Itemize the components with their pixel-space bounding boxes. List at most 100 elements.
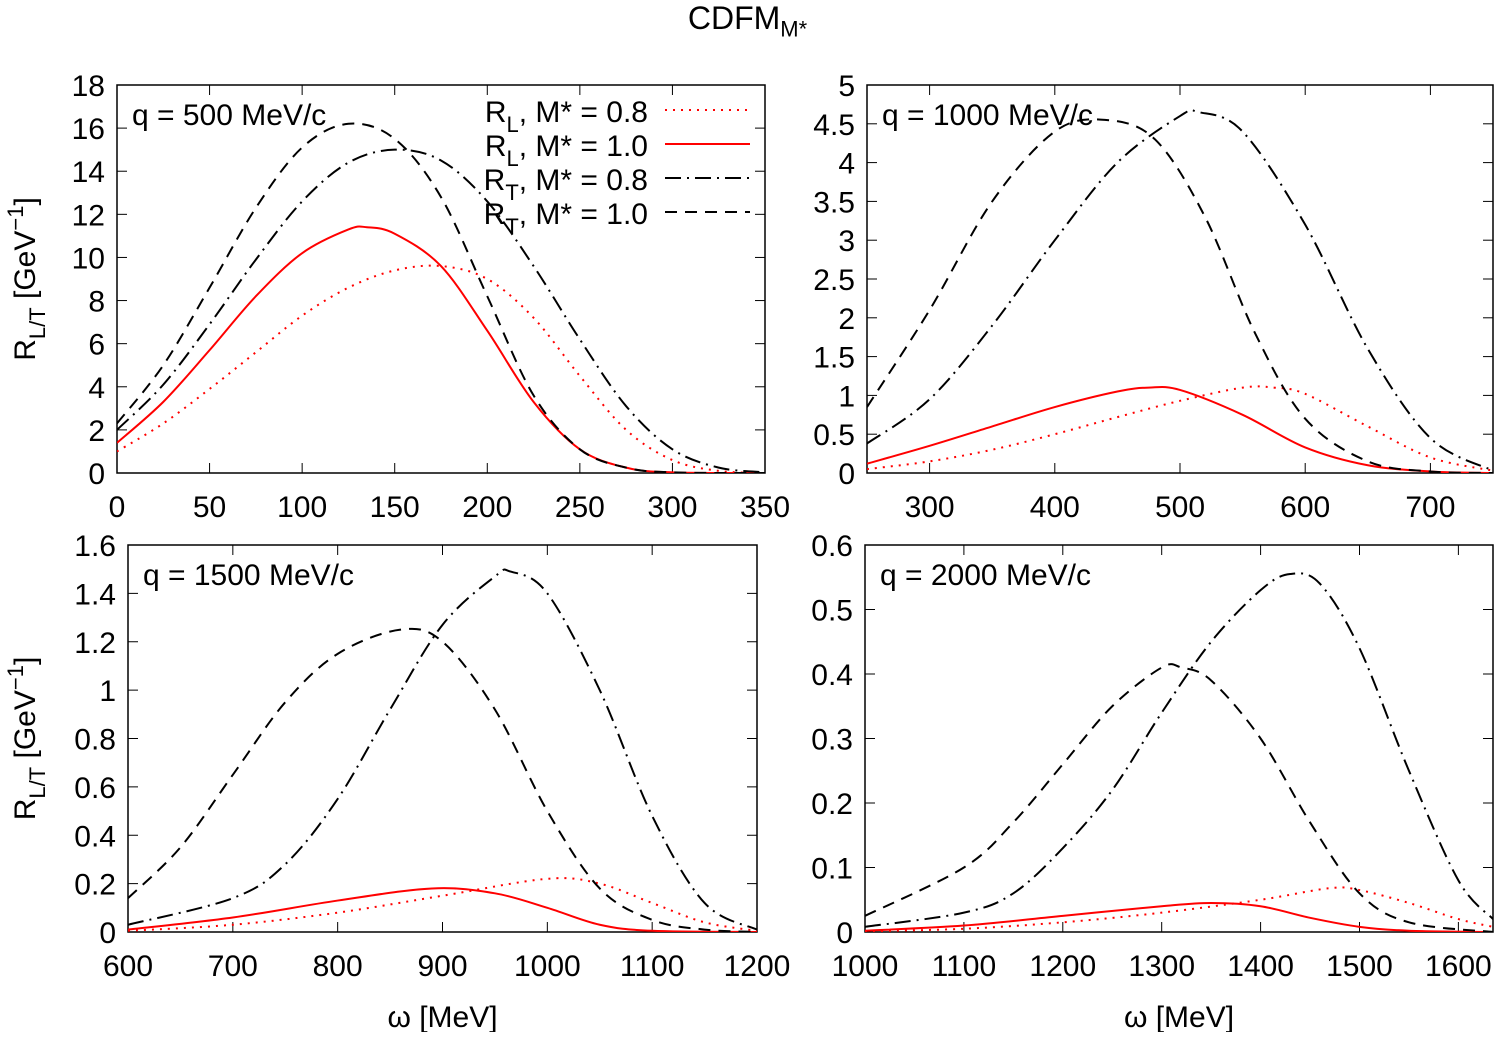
y-label-main: R [9, 339, 42, 361]
y-axis-label: RL/T [GeV−1] [3, 197, 50, 361]
series-line-l-0-8 [867, 385, 1493, 472]
y-tick-label: 4 [88, 372, 105, 405]
series-line-t-0-8 [865, 572, 1493, 928]
y-label-main: R [9, 799, 42, 821]
y-tick-label: 18 [72, 70, 105, 103]
x-axis-label: ω [MeV] [387, 1001, 497, 1032]
x-tick-label: 300 [905, 491, 955, 524]
panel-2: 300 400 500 600 700 0 0.5 1 1.5 2 2.5 3 3.5 4 4.5 5 q = … [813, 70, 1494, 524]
x-tick-label: 1100 [932, 950, 997, 983]
y-tick-label: 2 [838, 303, 855, 336]
y-tick-label: 0.8 [74, 724, 116, 757]
y-tick-label: 0.1 [811, 853, 853, 886]
y-tick-label: 5 [838, 70, 855, 103]
series-line-t-1-0 [117, 122, 765, 473]
y-label-sub: L/T [25, 307, 50, 339]
x-tick-label: 150 [370, 491, 420, 524]
plot-frame [866, 84, 1494, 474]
panel-1: 0 50 100 150 200 250 300 350 0 2 4 6 8 10 12 14 16 18 q = … [3, 70, 790, 524]
x-tick-label: 400 [1030, 491, 1080, 524]
panel-4: 1000 1100 1200 1300 1400 1500 1600 0 0.1 0.2 0.3 0.… [811, 530, 1494, 1034]
x-axis-label: ω [MeV] [1124, 1001, 1234, 1032]
y-tick-label: 8 [88, 286, 105, 319]
y-tick-label: 0.5 [811, 595, 853, 628]
y-label-sub: L/T [25, 767, 50, 799]
panel-label: q = 1500 MeV/c [143, 559, 354, 592]
plot-frame [116, 84, 766, 474]
series-line-t-0-8 [128, 568, 757, 931]
x-tick-label: 1200 [1029, 950, 1096, 983]
x-tick-label: 200 [462, 491, 512, 524]
y-tick-label: 2 [88, 415, 105, 448]
y-tick-label: 0 [836, 917, 853, 950]
panel-label: q = 2000 MeV/c [880, 559, 1091, 592]
panel-label: q = 500 MeV/c [132, 99, 326, 132]
x-tick-label: 1000 [832, 950, 899, 983]
x-tick-label: 1300 [1128, 950, 1195, 983]
y-label-sup: −1 [3, 206, 28, 231]
y-tick-label: 0 [88, 458, 105, 491]
x-tick-label: 300 [647, 491, 697, 524]
plot-frame [864, 544, 1494, 933]
y-label-unit: [GeV [9, 231, 42, 308]
x-tick-label: 500 [1155, 491, 1205, 524]
panel-label: q = 1000 MeV/c [882, 99, 1093, 132]
x-tick-label: 50 [193, 491, 226, 524]
title-subscript: M* [780, 16, 808, 42]
x-tick-label: 600 [103, 950, 153, 983]
series-line-t-1-0 [865, 663, 1493, 932]
x-tick-label: 1600 [1425, 950, 1492, 983]
series-line-l-0-8 [865, 886, 1493, 932]
y-tick-label: 1.5 [813, 342, 855, 375]
y-tick-label: 0.6 [74, 772, 116, 805]
legend: RL, M* = 0.8RL, M* = 1.0RT, M* = 0.8RT, … [484, 96, 750, 239]
x-tick-label: 700 [208, 950, 258, 983]
x-tick-label: 1400 [1227, 950, 1294, 983]
y-tick-label: 14 [72, 156, 105, 189]
y-label-unit: [GeV [9, 690, 42, 767]
series-line-l-1-0 [128, 887, 757, 932]
y-tick-label: 1 [838, 380, 855, 413]
series-line-l-1-0 [865, 901, 1493, 932]
y-label-sup: −1 [3, 665, 28, 690]
y-tick-label: 12 [72, 199, 105, 232]
x-tick-label: 1100 [620, 950, 685, 983]
y-tick-label: 1.6 [74, 530, 116, 563]
x-tick-label: 1200 [724, 950, 791, 983]
y-tick-label: 0.2 [811, 788, 853, 821]
x-tick-label: 350 [740, 491, 790, 524]
plot-frame [127, 544, 758, 933]
y-tick-label: 4.5 [813, 109, 855, 142]
y-tick-label: 0.2 [74, 869, 116, 902]
y-tick-label: 1 [99, 675, 116, 708]
series-line-l-0-8 [117, 264, 765, 473]
series-line-l-1-0 [117, 225, 765, 473]
x-tick-label: 800 [313, 950, 363, 983]
y-tick-label: 0.5 [813, 419, 855, 452]
y-tick-label: 1.2 [74, 627, 116, 660]
legend-entry-label: RL, M* = 1.0 [485, 130, 648, 171]
y-tick-label: 4 [838, 148, 855, 181]
y-tick-label: 0.6 [811, 530, 853, 563]
title-main: CDFM [687, 0, 781, 36]
y-tick-label: 0 [838, 458, 855, 491]
y-axis-label: RL/T [GeV−1] [3, 657, 50, 821]
y-label-close: ] [9, 657, 42, 665]
y-tick-label: 10 [72, 242, 105, 275]
y-tick-label: 0.4 [74, 820, 116, 853]
y-tick-label: 6 [88, 329, 105, 362]
figure-title: CDFMM* [0, 0, 1495, 42]
x-tick-label: 1000 [514, 950, 581, 983]
series-line-l-1-0 [867, 386, 1493, 473]
series-line-t-0-8 [867, 108, 1493, 472]
legend-entry-label: RT, M* = 1.0 [484, 198, 648, 239]
panel-3: 600 700 800 900 1000 1100 1200 0 0.2 0.4 0.6 0.8 1 1.… [3, 530, 791, 1034]
y-tick-label: 3 [838, 225, 855, 258]
x-tick-label: 250 [555, 491, 605, 524]
y-tick-label: 0.4 [811, 659, 853, 692]
x-tick-label: 100 [277, 491, 327, 524]
x-tick-label: 700 [1405, 491, 1455, 524]
y-tick-label: 2.5 [813, 264, 855, 297]
